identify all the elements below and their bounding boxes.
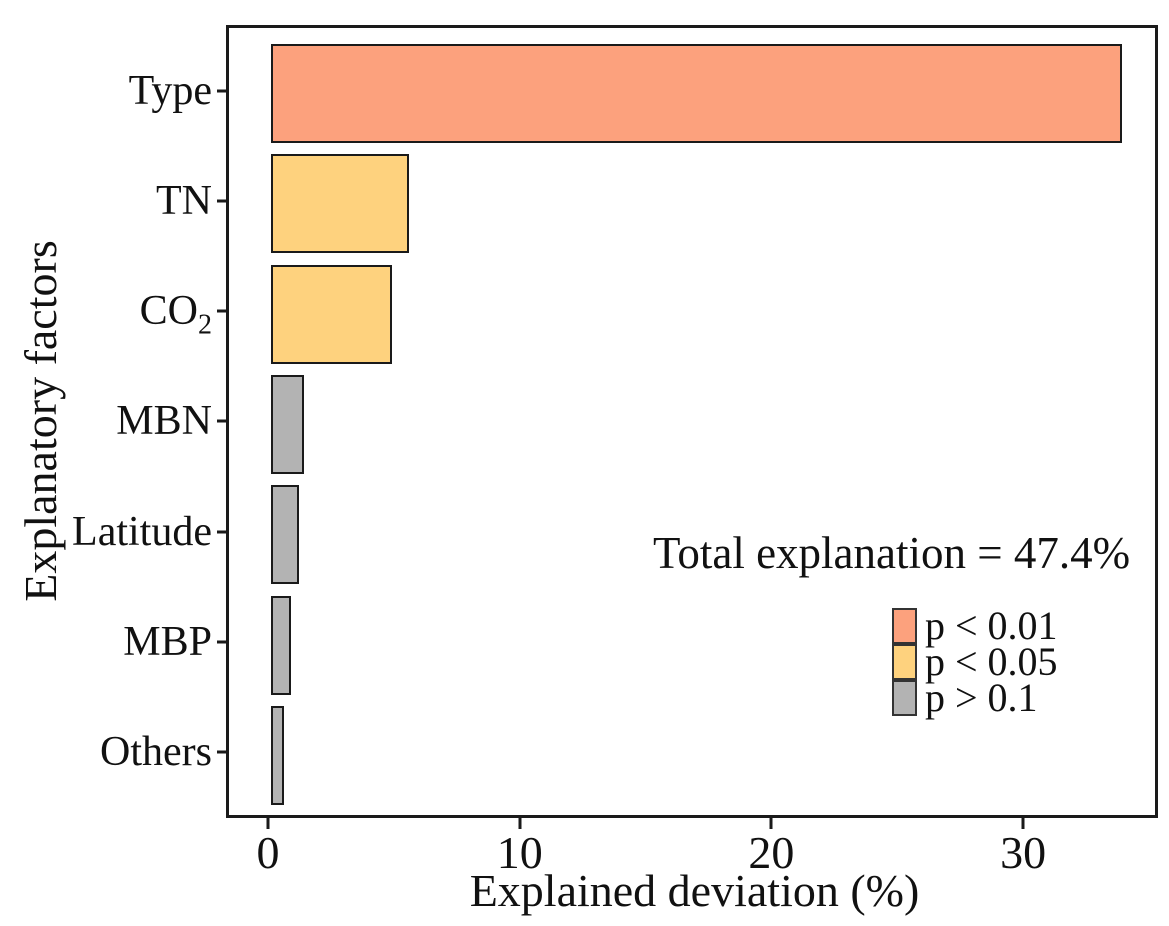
x-tick-10 — [518, 818, 522, 829]
x-tick-label-10: 10 — [496, 827, 543, 878]
y-tick-mbn — [217, 419, 226, 423]
legend-label-0: p < 0.01 — [925, 603, 1058, 648]
x-tick-30 — [1021, 818, 1025, 829]
bar-mbn — [271, 374, 304, 474]
bar-mbp — [271, 595, 292, 695]
legend-label-1: p < 0.05 — [925, 639, 1058, 684]
plot-area: Total explanation = 47.4% p < 0.01 p < 0.… — [226, 25, 1158, 818]
legend-swatch-0 — [892, 608, 917, 644]
y-tick-tn — [217, 199, 226, 203]
category-label-tn: TN — [156, 177, 212, 224]
x-tick-0 — [266, 818, 270, 829]
y-tick-mbp — [217, 640, 226, 644]
bar-type — [271, 44, 1122, 143]
legend-swatch-1 — [892, 644, 917, 680]
y-tick-type — [217, 89, 226, 92]
legend: p < 0.01 p < 0.05 p > 0.1 — [892, 603, 1058, 720]
y-tick-co2 — [217, 309, 226, 313]
category-label-latitude: Latitude — [72, 508, 212, 555]
y-tick-others — [217, 750, 226, 754]
x-tick-label-20: 20 — [748, 827, 795, 878]
bar-tn — [271, 154, 410, 254]
legend-row-2: p > 0.1 — [892, 675, 1058, 720]
bar-co2 — [271, 264, 392, 364]
category-label-co2: CO2 — [139, 288, 212, 341]
total-explanation-annotation: Total explanation = 47.4% — [653, 528, 1131, 578]
category-label-mbn: MBN — [116, 398, 212, 445]
legend-label-2: p > 0.1 — [925, 675, 1038, 720]
legend-swatch-2 — [892, 680, 917, 716]
legend-row-0: p < 0.01 — [892, 603, 1058, 648]
category-label-others: Others — [100, 729, 212, 776]
x-axis-title: Explained deviation (%) — [0, 868, 1169, 914]
x-tick-20 — [769, 818, 773, 829]
y-tick-latitude — [217, 530, 226, 534]
category-label-mbp: MBP — [123, 619, 212, 665]
x-tick-label-30: 30 — [1000, 827, 1047, 878]
legend-row-1: p < 0.05 — [892, 639, 1058, 684]
x-tick-label-0: 0 — [256, 827, 280, 878]
bar-others — [271, 705, 284, 805]
x-axis-title-text: Explained deviation (%) — [469, 865, 920, 916]
category-label-type: Type — [128, 67, 212, 114]
bar-latitude — [271, 485, 299, 585]
